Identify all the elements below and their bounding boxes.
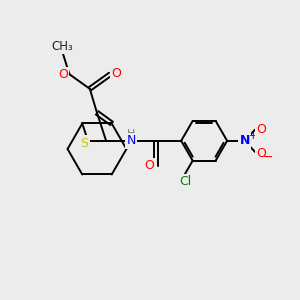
Text: S: S	[80, 137, 88, 150]
Text: N: N	[126, 134, 136, 147]
Text: −: −	[263, 151, 274, 164]
Text: +: +	[249, 130, 257, 140]
Text: O: O	[256, 147, 266, 160]
Text: O: O	[58, 68, 68, 81]
Text: N: N	[240, 134, 250, 147]
Text: CH₃: CH₃	[51, 40, 73, 52]
Text: O: O	[145, 159, 154, 172]
Text: Cl: Cl	[179, 176, 191, 188]
Text: O: O	[256, 123, 266, 136]
Text: H: H	[127, 129, 135, 139]
Text: O: O	[112, 67, 122, 80]
